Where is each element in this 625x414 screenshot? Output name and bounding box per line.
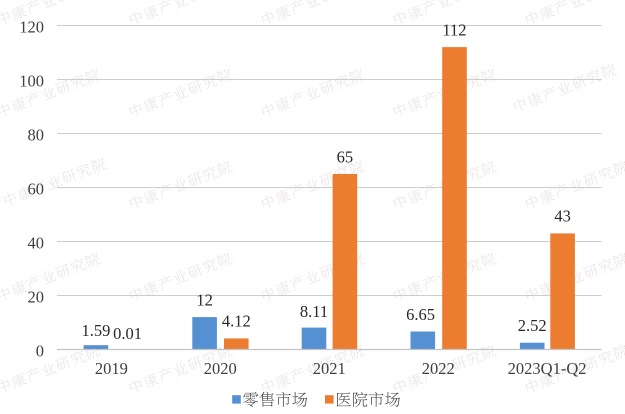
svg-text:2021: 2021 — [313, 359, 346, 378]
svg-text:1.59: 1.59 — [81, 321, 110, 340]
svg-text:12: 12 — [196, 290, 213, 309]
svg-text:6.65: 6.65 — [406, 305, 435, 324]
svg-text:80: 80 — [28, 126, 45, 145]
svg-text:0: 0 — [36, 342, 44, 361]
svg-text:112: 112 — [442, 20, 466, 39]
svg-text:2019: 2019 — [95, 359, 128, 378]
svg-text:60: 60 — [28, 180, 45, 199]
svg-text:40: 40 — [28, 234, 45, 253]
svg-text:0.01: 0.01 — [113, 324, 142, 343]
svg-text:65: 65 — [337, 147, 354, 166]
svg-text:20: 20 — [28, 288, 45, 307]
svg-text:2.52: 2.52 — [518, 316, 547, 335]
svg-text:100: 100 — [19, 72, 44, 91]
svg-text:2022: 2022 — [422, 359, 455, 378]
svg-text:120: 120 — [19, 18, 44, 37]
svg-text:8.11: 8.11 — [300, 302, 328, 321]
svg-text:2020: 2020 — [204, 359, 237, 378]
svg-text:43: 43 — [554, 207, 571, 226]
svg-text:2023Q1-Q2: 2023Q1-Q2 — [508, 359, 587, 378]
svg-text:4.12: 4.12 — [222, 312, 251, 331]
